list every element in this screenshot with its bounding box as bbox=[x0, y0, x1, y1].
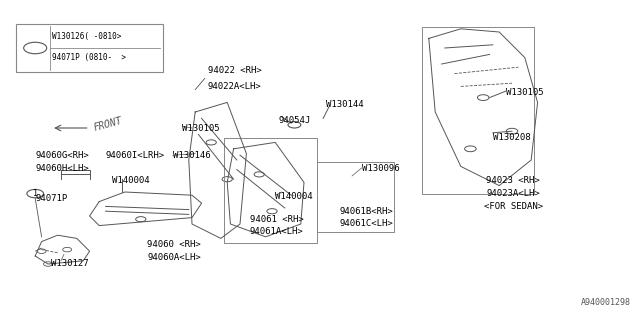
Text: A940001298: A940001298 bbox=[580, 298, 630, 307]
Circle shape bbox=[24, 42, 47, 54]
Text: W130105: W130105 bbox=[506, 88, 543, 97]
Circle shape bbox=[477, 95, 489, 100]
Circle shape bbox=[206, 140, 216, 145]
Text: 94061C<LH>: 94061C<LH> bbox=[339, 220, 393, 228]
Text: W130146: W130146 bbox=[173, 151, 211, 160]
Text: W130208: W130208 bbox=[493, 133, 531, 142]
Text: W140004: W140004 bbox=[112, 176, 150, 185]
Circle shape bbox=[44, 262, 52, 266]
Circle shape bbox=[37, 249, 46, 253]
Text: 94060I<LRH>: 94060I<LRH> bbox=[106, 151, 164, 160]
Text: 94060G<RH>: 94060G<RH> bbox=[35, 151, 89, 160]
Text: <FOR SEDAN>: <FOR SEDAN> bbox=[484, 202, 543, 211]
Circle shape bbox=[288, 122, 301, 128]
Text: W130144: W130144 bbox=[326, 100, 364, 108]
Text: 94023 <RH>: 94023 <RH> bbox=[486, 176, 540, 185]
Text: 94061A<LH>: 94061A<LH> bbox=[250, 228, 303, 236]
Text: 94054J: 94054J bbox=[278, 116, 310, 124]
Circle shape bbox=[465, 146, 476, 152]
Text: 94060 <RH>: 94060 <RH> bbox=[147, 240, 201, 249]
Text: 1: 1 bbox=[33, 44, 38, 52]
Circle shape bbox=[506, 128, 518, 134]
Text: 94023A<LH>: 94023A<LH> bbox=[486, 189, 540, 198]
Text: 94071P (0810-  >: 94071P (0810- > bbox=[52, 53, 127, 62]
Text: 94060H<LH>: 94060H<LH> bbox=[35, 164, 89, 172]
Text: W130096: W130096 bbox=[362, 164, 399, 172]
Text: FRONT: FRONT bbox=[93, 116, 124, 133]
Text: W140004: W140004 bbox=[275, 192, 313, 201]
Text: 94061B<RH>: 94061B<RH> bbox=[339, 207, 393, 216]
Text: W130127: W130127 bbox=[51, 260, 89, 268]
FancyBboxPatch shape bbox=[16, 24, 163, 72]
Circle shape bbox=[136, 217, 146, 222]
Text: W130105: W130105 bbox=[182, 124, 220, 132]
Circle shape bbox=[267, 209, 277, 214]
Text: 1: 1 bbox=[33, 189, 38, 198]
Circle shape bbox=[63, 247, 72, 252]
Circle shape bbox=[254, 172, 264, 177]
Circle shape bbox=[222, 177, 232, 182]
Text: 94060A<LH>: 94060A<LH> bbox=[147, 253, 201, 262]
Text: 94022 <RH>: 94022 <RH> bbox=[208, 66, 262, 75]
Text: W130126( -0810>: W130126( -0810> bbox=[52, 32, 122, 41]
Text: 94022A<LH>: 94022A<LH> bbox=[208, 82, 262, 91]
Text: 94061 <RH>: 94061 <RH> bbox=[250, 215, 303, 224]
Text: 94071P: 94071P bbox=[35, 194, 67, 203]
Circle shape bbox=[27, 189, 44, 198]
